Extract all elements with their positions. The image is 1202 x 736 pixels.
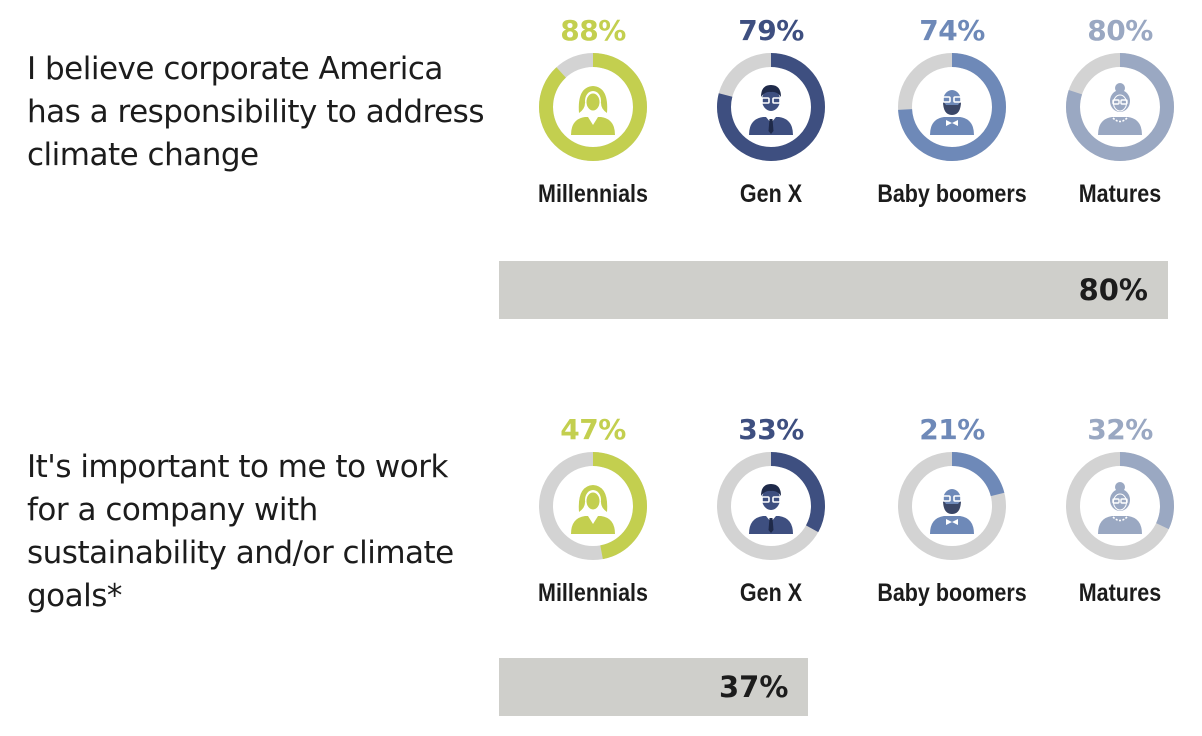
male-glasses-avatar-icon — [749, 484, 793, 534]
category-label: Millennials — [538, 180, 648, 208]
older-woman-avatar-icon — [1098, 83, 1142, 135]
total-bar-track: 37% — [499, 658, 1168, 716]
donut-value-arc — [539, 452, 647, 560]
donut-chart — [717, 452, 825, 560]
donut-value-arc — [539, 53, 647, 161]
question-text: It's important to me to work for a compa… — [27, 449, 454, 614]
total-value-label: 37% — [718, 670, 789, 704]
value-label: 88% — [560, 14, 626, 47]
older-woman-avatar-icon — [1098, 482, 1142, 534]
donut-chart — [898, 452, 1006, 560]
donut-chart — [898, 53, 1006, 161]
total-bar: 37% — [499, 658, 809, 716]
total-value-label: 80% — [1078, 273, 1148, 307]
value-label: 79% — [738, 14, 804, 47]
female-avatar-icon — [571, 86, 615, 135]
donut-group-matures: 80% Matures — [1030, 14, 1202, 214]
donut-chart — [539, 452, 647, 560]
donut-value-arc — [1066, 452, 1174, 560]
donut-value-arc — [898, 452, 1006, 560]
category-label: Baby boomers — [877, 180, 1027, 208]
donut-chart — [1066, 452, 1174, 560]
value-label: 80% — [1087, 14, 1153, 47]
donut-chart — [539, 53, 647, 161]
category-label: Millennials — [538, 579, 648, 607]
bearded-man-avatar-icon — [930, 489, 974, 534]
donut-value-arc — [1066, 53, 1174, 161]
male-glasses-avatar-icon — [749, 85, 793, 135]
value-label: 47% — [560, 413, 626, 446]
category-label: Matures — [1078, 180, 1162, 208]
value-label: 21% — [919, 413, 985, 446]
donut-group-millennials: 88% Millennials — [503, 14, 683, 214]
donut-value-arc — [898, 53, 1006, 161]
donut-group-gen-x: 33% Gen X — [681, 413, 861, 613]
donut-group-baby-boomers: 74% Baby boomers — [862, 14, 1042, 214]
donut-chart — [717, 53, 825, 161]
female-avatar-icon — [571, 485, 615, 534]
donut-group-baby-boomers: 21% Baby boomers — [862, 413, 1042, 613]
value-label: 32% — [1087, 413, 1153, 446]
donut-group-matures: 32% Matures — [1030, 413, 1202, 613]
total-bar-track: 80% — [499, 261, 1168, 319]
value-label: 74% — [919, 14, 985, 47]
donut-value-arc — [717, 53, 825, 161]
donut-value-arc — [717, 452, 825, 560]
category-label: Gen X — [739, 180, 803, 208]
category-label: Matures — [1078, 579, 1162, 607]
donut-group-gen-x: 79% Gen X — [681, 14, 861, 214]
donut-chart — [1066, 53, 1174, 161]
bearded-man-avatar-icon — [930, 90, 974, 135]
value-label: 33% — [738, 413, 804, 446]
donut-group-millennials: 47% Millennials — [503, 413, 683, 613]
category-label: Gen X — [739, 579, 803, 607]
category-label: Baby boomers — [877, 579, 1027, 607]
question-text: I believe corporate America has a respon… — [27, 51, 484, 173]
total-bar: 80% — [499, 261, 1168, 319]
